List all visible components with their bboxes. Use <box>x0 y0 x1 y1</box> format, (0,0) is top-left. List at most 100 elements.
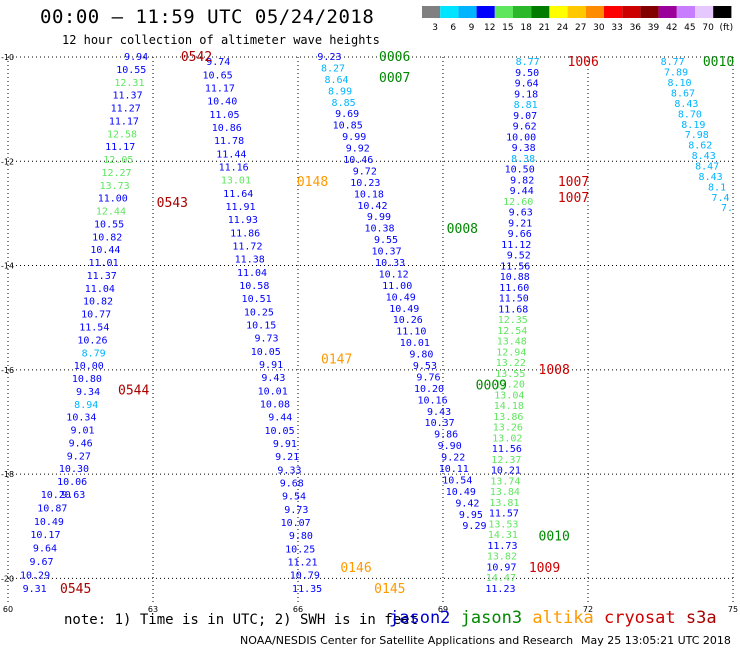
swh-value: 9.21 <box>508 218 532 229</box>
swh-value: 14.47 <box>486 573 516 584</box>
pass-time-label: 0545 <box>60 582 91 597</box>
colorbar-swatch <box>585 6 604 18</box>
swh-value: 8.19 <box>681 120 705 131</box>
swh-value: 9.33 <box>277 465 301 476</box>
swh-value: 11.16 <box>219 163 249 174</box>
swh-value: 13.84 <box>490 487 520 498</box>
swh-value: 13.22 <box>496 358 526 369</box>
swh-value: 9.27 <box>67 451 91 462</box>
colorbar-tick-label: 36 <box>630 23 642 33</box>
colorbar-tick-label: 6 <box>450 23 456 33</box>
swh-value: 8.47 <box>695 161 719 172</box>
swh-value: 13.26 <box>493 423 523 434</box>
swh-value: 9.22 <box>441 453 465 464</box>
swh-value: 8.67 <box>671 88 695 99</box>
swh-value: 11.21 <box>287 557 317 568</box>
colorbar-tick-label: 12 <box>484 23 495 33</box>
x-tick-label: 60 <box>3 605 13 612</box>
credit-line: NOAA/NESDIS Center for Satellite Applica… <box>240 634 574 647</box>
swh-value: 13.20 <box>495 380 525 391</box>
swh-value: 12.31 <box>114 78 144 89</box>
pass-time-label: 0008 <box>447 222 478 237</box>
swh-value: 11.17 <box>109 116 139 127</box>
swh-value: 9.68 <box>280 478 304 489</box>
colorbar-swatch <box>440 6 459 18</box>
swh-value: 11.73 <box>487 541 517 552</box>
swh-value: 11.01 <box>88 258 118 269</box>
units-note: note: 1) Time is in UTC; 2) SWH is in fe… <box>64 612 419 628</box>
swh-value: 10.49 <box>386 292 416 303</box>
swh-value: 12.37 <box>491 455 521 466</box>
generation-timestamp: May 25 13:05:21 UTC 2018 <box>581 634 731 647</box>
swh-value: 12.44 <box>96 207 126 218</box>
swh-value: 11.78 <box>214 136 244 147</box>
pass-time-label: 1009 <box>529 561 560 576</box>
swh-value: 10.00 <box>506 132 536 143</box>
swh-value: 9.72 <box>353 166 377 177</box>
colorbar-tick-label: 70 <box>702 23 714 33</box>
colorbar-swatch <box>458 6 477 18</box>
swh-value: 12.05 <box>103 155 133 166</box>
swh-value: 11.37 <box>87 271 117 282</box>
swh-value: 10.87 <box>37 503 67 514</box>
swh-value: 13.82 <box>487 552 517 563</box>
swh-value: 10.65 <box>203 70 233 81</box>
swh-value: 10.20 <box>414 384 444 395</box>
swh-value: 13.74 <box>490 476 520 487</box>
chart-subtitle: 12 hour collection of altimeter wave hei… <box>62 33 380 47</box>
swh-value: 10.07 <box>281 518 311 529</box>
swh-value: 8.43 <box>674 99 698 110</box>
x-tick-label: 63 <box>148 605 158 612</box>
pass-time-label: 0147 <box>321 352 352 367</box>
swh-value: 9.73 <box>254 334 278 345</box>
swh-value: 9.64 <box>33 544 57 555</box>
swh-value: 9.80 <box>409 350 433 361</box>
colorbar-tick-label: 15 <box>502 23 513 33</box>
swh-value: 11.23 <box>485 584 515 595</box>
colorbar-swatch <box>676 6 695 18</box>
swh-value: 10.38 <box>364 224 394 235</box>
y-tick-label: -20 <box>1 574 14 583</box>
swh-value: 10.05 <box>251 347 281 358</box>
swh-value: 8.62 <box>688 141 712 152</box>
swh-value: 10.46 <box>343 155 373 166</box>
swh-value: 10.40 <box>207 97 237 108</box>
swh-value: 9.23 <box>317 52 341 63</box>
swh-value: 12.54 <box>497 326 527 337</box>
swh-value: 13.73 <box>100 181 130 192</box>
swh-value: 9.76 <box>416 372 440 383</box>
swh-value: 10.37 <box>425 418 455 429</box>
colorbar-swatch <box>549 6 568 18</box>
colorbar-tick-label: 21 <box>539 23 550 33</box>
swh-value: 13.86 <box>493 412 523 423</box>
swh-value: 9.82 <box>510 175 534 186</box>
swh-value: 12.58 <box>107 129 137 140</box>
colorbar-tick-label: 27 <box>575 23 586 33</box>
colorbar-swatch <box>494 6 513 18</box>
swh-value: 11.86 <box>230 228 260 239</box>
swh-value: 11.72 <box>232 242 262 253</box>
swh-value: 12.60 <box>503 197 533 208</box>
swh-value: 9.34 <box>76 387 100 398</box>
x-tick-label: 69 <box>438 605 448 612</box>
pass-time-label: 0145 <box>374 582 405 597</box>
swh-value: 13.53 <box>488 519 518 530</box>
swh-value: 10.30 <box>59 464 89 475</box>
swh-value: 10.34 <box>66 413 96 424</box>
swh-value: 9.53 <box>413 361 437 372</box>
swh-value: 8.43 <box>699 172 723 183</box>
x-tick-label: 66 <box>293 605 303 612</box>
pass-time-label: 0543 <box>157 196 188 211</box>
swh-value: 11.00 <box>98 194 128 205</box>
swh-value: 11.17 <box>105 142 135 153</box>
swh-value: 9.92 <box>346 144 370 155</box>
wave-height-plot: 60 63 66 69 72 75-10-12-14-16-18-209.9410.551… <box>1 50 738 612</box>
swh-value: 9.99 <box>342 132 366 143</box>
swh-value: 13.02 <box>492 433 522 444</box>
pass-time-label: 1007 <box>558 175 589 190</box>
pass-time-label: 1008 <box>539 363 570 378</box>
swh-value: 11.05 <box>209 110 239 121</box>
swh-value: 10.97 <box>486 562 516 573</box>
legend-s3a: s3a <box>685 608 717 628</box>
pass-time-label: 0010 <box>539 530 570 545</box>
